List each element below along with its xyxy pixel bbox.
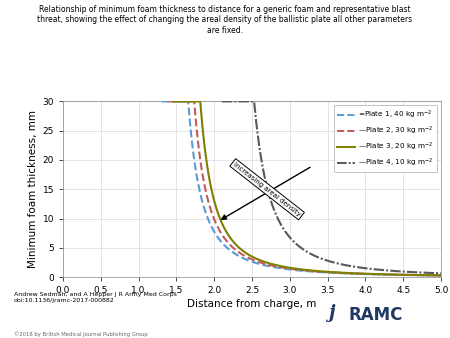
Text: RAMC: RAMC (349, 306, 403, 324)
Legend: =Plate 1, 40 kg m$^{-2}$, —Plate 2, 30 kg m$^{-2}$, —Plate 3, 20 kg m$^{-2}$, —P: =Plate 1, 40 kg m$^{-2}$, —Plate 2, 30 k… (333, 105, 437, 172)
Text: Andrew Sedman, and A Hepper J R Army Med Corps
doi:10.1136/jramc-2017-000882: Andrew Sedman, and A Hepper J R Army Med… (14, 292, 176, 303)
Text: ©2018 by British Medical Journal Publishing Group: ©2018 by British Medical Journal Publish… (14, 331, 147, 337)
Text: Increasing areal density: Increasing areal density (232, 161, 302, 217)
Text: Relationship of minimum foam thickness to distance for a generic foam and repres: Relationship of minimum foam thickness t… (37, 5, 413, 35)
Text: j: j (328, 304, 335, 322)
X-axis label: Distance from charge, m: Distance from charge, m (187, 299, 317, 309)
Y-axis label: Minimum foam thickness, mm: Minimum foam thickness, mm (28, 110, 38, 268)
